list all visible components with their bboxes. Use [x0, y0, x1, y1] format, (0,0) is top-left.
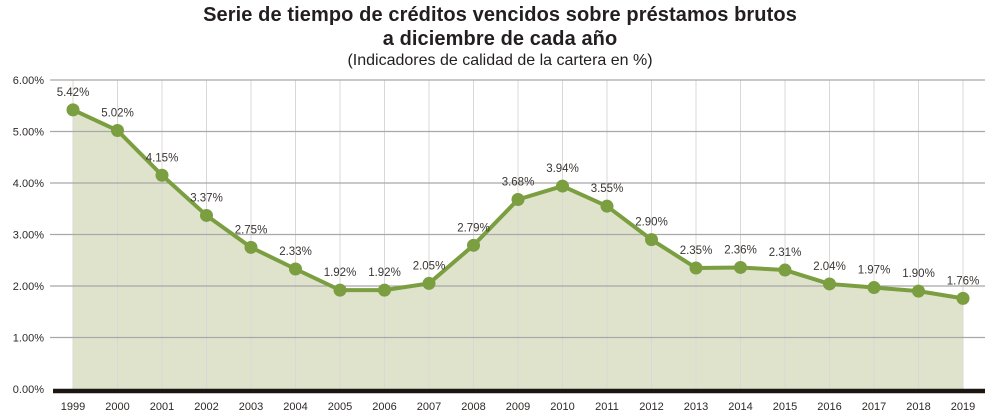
x-tick-label: 2001 — [150, 401, 174, 413]
y-tick-label: 4.00% — [13, 178, 44, 190]
data-point — [778, 263, 792, 277]
x-tick-label: 2007 — [417, 401, 441, 413]
data-point — [734, 260, 747, 274]
x-tick-label: 2008 — [461, 401, 485, 413]
data-point — [823, 277, 836, 291]
data-point — [956, 291, 970, 305]
data-point — [867, 281, 881, 295]
data-point-label: 3.55% — [591, 183, 624, 195]
data-point-label: 2.05% — [413, 260, 446, 272]
data-point-label: 2.79% — [457, 222, 490, 234]
data-point-label: 3.68% — [502, 176, 535, 188]
x-tick-label: 2006 — [372, 401, 396, 413]
y-tick-label: 3.00% — [13, 230, 44, 242]
x-tick-label: 2005 — [328, 401, 352, 413]
x-tick-label: 2004 — [283, 401, 307, 413]
data-point — [467, 238, 480, 252]
data-point-label: 4.15% — [146, 152, 179, 164]
data-point-label: 2.90% — [635, 217, 668, 229]
chart-subtitle: (Indicadores de calidad de la cartera en… — [347, 52, 653, 69]
data-point — [66, 103, 80, 117]
data-point — [333, 283, 347, 297]
data-point-label: 3.94% — [546, 163, 579, 175]
y-tick-label: 2.00% — [13, 281, 44, 293]
data-point — [600, 199, 614, 213]
data-point — [556, 179, 569, 193]
chart-title-line2: a diciembre de cada año — [382, 28, 618, 50]
data-point — [111, 123, 124, 137]
data-point-label: 2.31% — [769, 247, 802, 259]
line-area-chart: 5.42% 5.02% 4.15% 3.37% 2.75% 2.33% 1.92% 1.92%… — [13, 75, 985, 413]
y-tick-label: 5.00% — [13, 127, 44, 139]
data-point — [378, 283, 391, 297]
x-tick-label: 2015 — [773, 401, 797, 413]
y-tick-label: 0.00% — [13, 384, 44, 396]
data-point-label: 1.76% — [947, 275, 980, 287]
data-point-label: 1.90% — [902, 268, 935, 280]
x-tick-label: 2012 — [639, 401, 663, 413]
x-tick-label: 2010 — [550, 401, 574, 413]
data-point-label: 2.35% — [680, 245, 713, 257]
x-tick-label: 2000 — [105, 401, 129, 413]
data-point-label: 1.92% — [368, 267, 401, 279]
x-tick-label: 2011 — [595, 401, 619, 413]
data-point — [200, 208, 213, 222]
data-point-label: 5.02% — [101, 107, 134, 119]
data-point-label: 2.04% — [813, 261, 846, 273]
data-point-label: 2.33% — [279, 246, 312, 258]
data-point — [645, 233, 658, 247]
x-tick-label: 2016 — [817, 401, 841, 413]
x-tick-label: 2014 — [728, 401, 752, 413]
data-point — [912, 284, 925, 298]
x-tick-label: 2018 — [906, 401, 930, 413]
x-tick-label: 2002 — [194, 401, 218, 413]
x-tick-label: 2013 — [684, 401, 708, 413]
x-tick-label: 2003 — [239, 401, 263, 413]
x-tick-label: 2017 — [862, 401, 886, 413]
data-point-label: 2.36% — [724, 244, 757, 256]
y-tick-label: 1.00% — [13, 333, 44, 345]
data-point — [689, 261, 703, 275]
chart-title-line1: Serie de tiempo de créditos vencidos sob… — [203, 4, 797, 26]
data-point-label: 3.37% — [190, 192, 223, 204]
x-tick-label: 2009 — [506, 401, 530, 413]
x-tick-label: 1999 — [61, 401, 85, 413]
data-point-label: 1.92% — [324, 267, 357, 279]
chart-header: Serie de tiempo de créditos vencidos sob… — [0, 3, 1000, 70]
data-point — [422, 276, 436, 290]
data-point — [155, 168, 169, 182]
data-point — [289, 262, 302, 276]
data-point-label: 1.97% — [858, 265, 891, 277]
data-point-label: 2.75% — [235, 224, 268, 236]
data-point — [511, 192, 525, 206]
data-point-label: 5.42% — [57, 87, 90, 99]
data-point — [244, 240, 258, 254]
y-tick-label: 6.00% — [13, 75, 44, 87]
x-tick-label: 2019 — [951, 401, 975, 413]
